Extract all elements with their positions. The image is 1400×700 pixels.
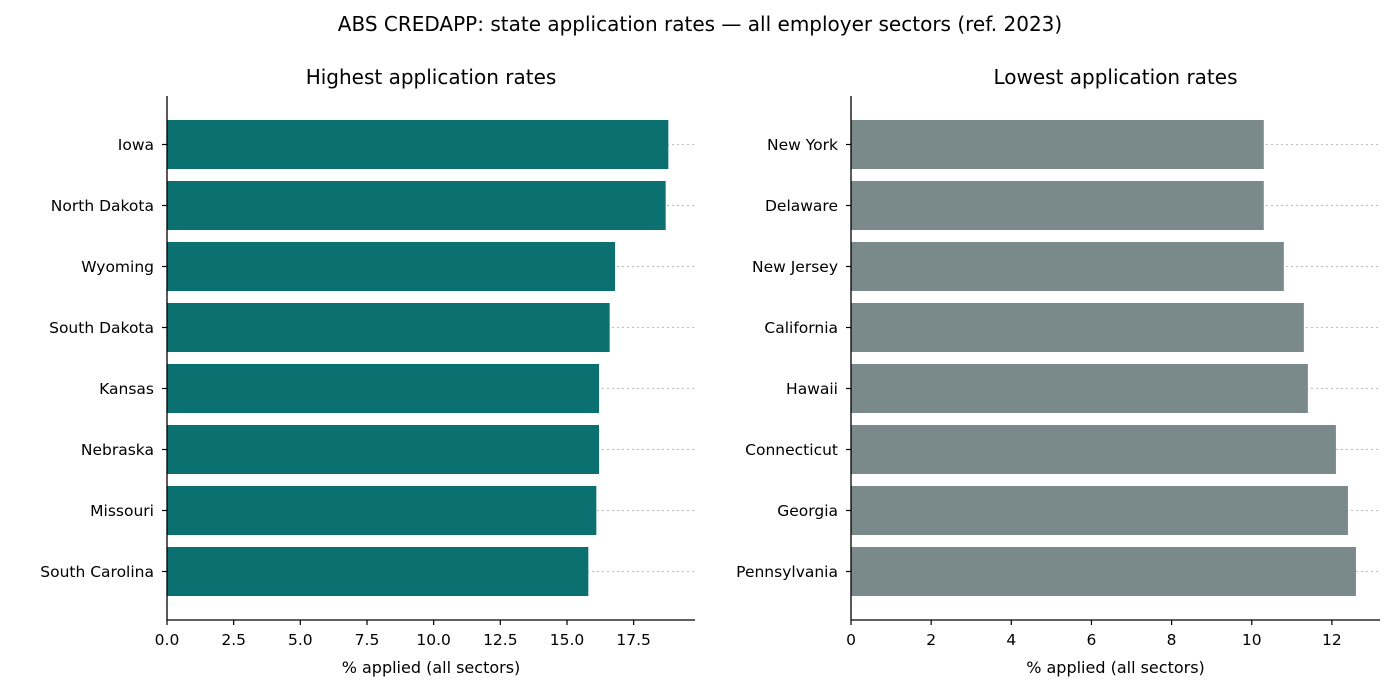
panel-highest: Highest application rates Iowa North Dakot… (40, 65, 695, 677)
y-tick-label: Connecticut (745, 441, 838, 459)
x-tick-label: 0.0 (155, 631, 180, 649)
figure-title: ABS CREDAPP: state application rates — a… (338, 12, 1062, 36)
bar-wyoming (167, 242, 615, 291)
bar-iowa (167, 120, 669, 169)
y-tick-label: Nebraska (81, 441, 154, 459)
y-tick-label: New York (767, 136, 838, 154)
bar-connecticut (851, 425, 1336, 474)
y-tick-label: Wyoming (81, 258, 154, 276)
x-tick-label: 10 (1242, 631, 1262, 649)
bar-new-jersey (851, 242, 1284, 291)
y-tick-label: Missouri (90, 502, 154, 520)
x-axis-label: % applied (all sectors) (1026, 658, 1205, 677)
bar-south-dakota (167, 303, 610, 352)
panel-title: Lowest application rates (993, 65, 1237, 89)
bar-kansas (167, 364, 599, 413)
x-tick-label: 15.0 (550, 631, 585, 649)
y-tick-label: Kansas (99, 380, 154, 398)
bar-california (851, 303, 1304, 352)
bar-delaware (851, 181, 1264, 230)
y-tick-label: North Dakota (51, 197, 154, 215)
y-tick-label: South Dakota (49, 319, 154, 337)
panel-lowest: Lowest application rates New York Delaware… (736, 65, 1380, 677)
x-tick-label: 2 (926, 631, 936, 649)
x-tick-label: 8 (1167, 631, 1177, 649)
bar-hawaii (851, 364, 1308, 413)
x-tick-label: 6 (1087, 631, 1097, 649)
x-axis-label: % applied (all sectors) (342, 658, 521, 677)
x-tick-label: 4 (1006, 631, 1016, 649)
x-tick-label: 7.5 (355, 631, 380, 649)
y-tick-label: Pennsylvania (736, 563, 838, 581)
x-tick-label: 2.5 (221, 631, 246, 649)
y-tick-label: California (764, 319, 838, 337)
y-tick-label: Iowa (118, 136, 154, 154)
y-tick-label: New Jersey (752, 258, 838, 276)
bar-south-carolina (167, 547, 589, 596)
x-tick-label: 0 (846, 631, 856, 649)
bar-new-york (851, 120, 1264, 169)
x-tick-label: 12.5 (483, 631, 518, 649)
bar-georgia (851, 486, 1348, 535)
panel-title: Highest application rates (306, 65, 557, 89)
y-tick-label: South Carolina (40, 563, 154, 581)
y-tick-label: Delaware (765, 197, 838, 215)
bar-pennsylvania (851, 547, 1356, 596)
bar-nebraska (167, 425, 599, 474)
bar-missouri (167, 486, 597, 535)
x-tick-label: 10.0 (416, 631, 451, 649)
x-tick-label: 5.0 (288, 631, 313, 649)
y-tick-label: Hawaii (786, 380, 838, 398)
y-tick-label: Georgia (777, 502, 838, 520)
bar-north-dakota (167, 181, 666, 230)
x-tick-label: 12 (1322, 631, 1342, 649)
x-tick-label: 17.5 (616, 631, 651, 649)
